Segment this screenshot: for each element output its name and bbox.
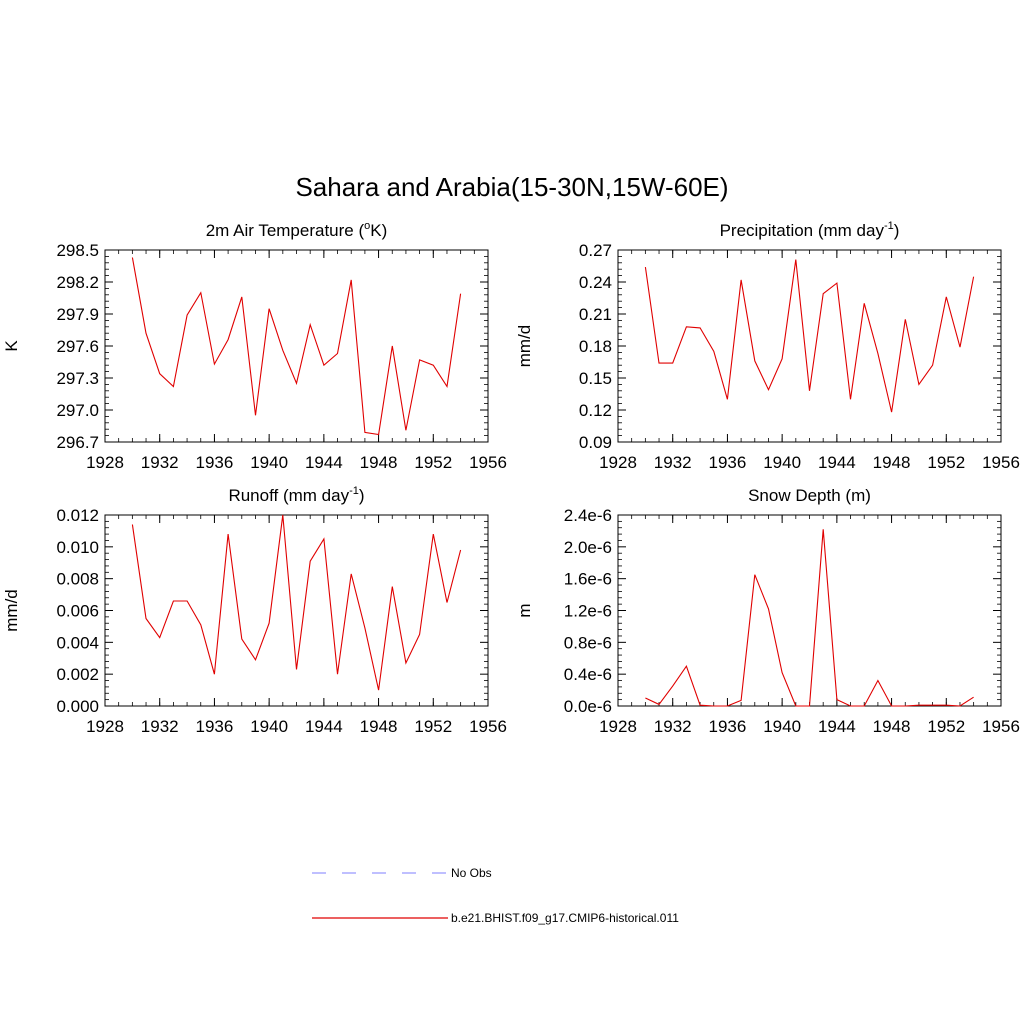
y-tick-label: 0.21: [579, 305, 612, 324]
y-tick-label: 2.0e-6: [564, 538, 612, 557]
y-tick-label: 2.4e-6: [564, 506, 612, 525]
y-tick-label: 297.6: [56, 337, 99, 356]
x-tick-label: 1948: [360, 717, 398, 736]
plot-frame: [617, 514, 1002, 707]
y-tick-label: 0.012: [56, 506, 99, 525]
x-tick-label: 1948: [873, 717, 911, 736]
y-tick-label: 0.002: [56, 665, 99, 684]
x-tick-label: 1944: [818, 717, 856, 736]
x-tick-label: 1936: [709, 717, 747, 736]
y-axis-label: mm/d: [2, 589, 21, 632]
x-tick-label: 1952: [927, 717, 965, 736]
x-tick-label: 1936: [196, 717, 234, 736]
y-axis-label: K: [2, 340, 21, 352]
y-tick-label: 0.000: [56, 697, 99, 716]
y-tick-label: 296.7: [56, 433, 99, 452]
panel-title-main: Runoff (mm day: [228, 486, 349, 505]
panel-title-superscript: -1: [884, 220, 894, 232]
x-tick-label: 1928: [599, 453, 637, 472]
y-tick-label: 0.006: [56, 602, 99, 621]
x-tick-label: 1948: [873, 453, 911, 472]
legend-model-label: b.e21.BHIST.f09_g17.CMIP6-historical.011: [451, 911, 679, 925]
plot-frame: [617, 249, 1002, 443]
y-tick-label: 1.2e-6: [564, 602, 612, 621]
series-line: [131, 514, 462, 691]
x-tick-label: 1932: [141, 717, 179, 736]
panel-title-rest: ): [894, 221, 900, 240]
panel-title-main: Precipitation (mm day: [720, 221, 885, 240]
y-tick-label: 0.09: [579, 433, 612, 452]
panel-2: 1928 1932 1936 1940 1944 1948 1952 1956 0.09 0.12…: [515, 220, 1020, 472]
plot-frame: [104, 249, 489, 443]
x-tick-label: 1932: [654, 717, 692, 736]
panel-4: 1928 1932 1936 1940 1944 1948 1952 1956 0.0e-6 0.…: [515, 486, 1020, 736]
x-tick-label: 1928: [599, 717, 637, 736]
x-tick-label: 1936: [709, 453, 747, 472]
y-axis-label: m: [515, 603, 534, 617]
x-tick-label: 1928: [86, 717, 124, 736]
panel-1: 1928 1932 1936 1940 1944 1948 1952 1956 296.7 297…: [2, 220, 507, 472]
x-tick-label: 1940: [763, 717, 801, 736]
y-tick-label: 297.0: [56, 401, 99, 420]
panel-title-main: 2m Air Temperature (: [206, 221, 365, 240]
x-tick-label: 1956: [469, 453, 507, 472]
x-tick-label: 1928: [86, 453, 124, 472]
x-tick-label: 1956: [982, 453, 1020, 472]
x-tick-label: 1932: [654, 453, 692, 472]
y-tick-label: 0.004: [56, 633, 99, 652]
y-tick-label: 0.18: [579, 337, 612, 356]
y-tick-label: 298.5: [56, 241, 99, 260]
panel-title-rest: K): [370, 221, 387, 240]
y-tick-label: 0.12: [579, 401, 612, 420]
y-tick-label: 0.010: [56, 538, 99, 557]
panel-title: Precipitation (mm day-1): [720, 220, 900, 240]
x-tick-label: 1944: [305, 453, 343, 472]
y-tick-label: 0.008: [56, 570, 99, 589]
panel-title-superscript: -1: [349, 485, 359, 497]
panel-title-rest: ): [359, 486, 365, 505]
y-tick-label: 0.24: [579, 273, 612, 292]
x-tick-label: 1952: [927, 453, 965, 472]
x-tick-label: 1944: [305, 717, 343, 736]
panels: 1928 1932 1936 1940 1944 1948 1952 1956 296.7 297…: [2, 220, 1020, 736]
legend-obs-label: No Obs: [451, 866, 492, 880]
x-tick-label: 1932: [141, 453, 179, 472]
x-tick-label: 1936: [196, 453, 234, 472]
y-axis-label: mm/d: [515, 325, 534, 368]
panel-3: 1928 1932 1936 1940 1944 1948 1952 1956 0.000 0.0…: [2, 485, 507, 736]
y-tick-label: 298.2: [56, 273, 99, 292]
x-tick-label: 1952: [414, 717, 452, 736]
x-tick-label: 1940: [250, 717, 288, 736]
y-tick-label: 0.8e-6: [564, 633, 612, 652]
series-line: [645, 529, 974, 707]
y-tick-label: 0.27: [579, 241, 612, 260]
y-tick-label: 0.0e-6: [564, 697, 612, 716]
x-tick-label: 1956: [982, 717, 1020, 736]
y-tick-label: 297.3: [56, 369, 99, 388]
panel-title-main: Snow Depth (m): [748, 486, 871, 505]
series-line: [644, 259, 975, 413]
plot-frame: [104, 514, 489, 707]
y-tick-label: 297.9: [56, 305, 99, 324]
y-tick-label: 0.15: [579, 369, 612, 388]
x-tick-label: 1952: [414, 453, 452, 472]
panel-title: Snow Depth (m): [748, 486, 871, 505]
panel-title-superscript: o: [364, 220, 370, 232]
series-line: [131, 257, 462, 436]
y-tick-label: 0.4e-6: [564, 665, 612, 684]
figure-title: Sahara and Arabia(15-30N,15W-60E): [295, 172, 728, 202]
y-tick-label: 1.6e-6: [564, 570, 612, 589]
x-tick-label: 1940: [250, 453, 288, 472]
x-tick-label: 1944: [818, 453, 856, 472]
x-tick-label: 1948: [360, 453, 398, 472]
panel-title: Runoff (mm day-1): [228, 485, 364, 505]
panel-title: 2m Air Temperature (oK): [206, 220, 388, 240]
legend: No Obs b.e21.BHIST.f09_g17.CMIP6-histori…: [312, 866, 679, 925]
x-tick-label: 1956: [469, 717, 507, 736]
x-tick-label: 1940: [763, 453, 801, 472]
